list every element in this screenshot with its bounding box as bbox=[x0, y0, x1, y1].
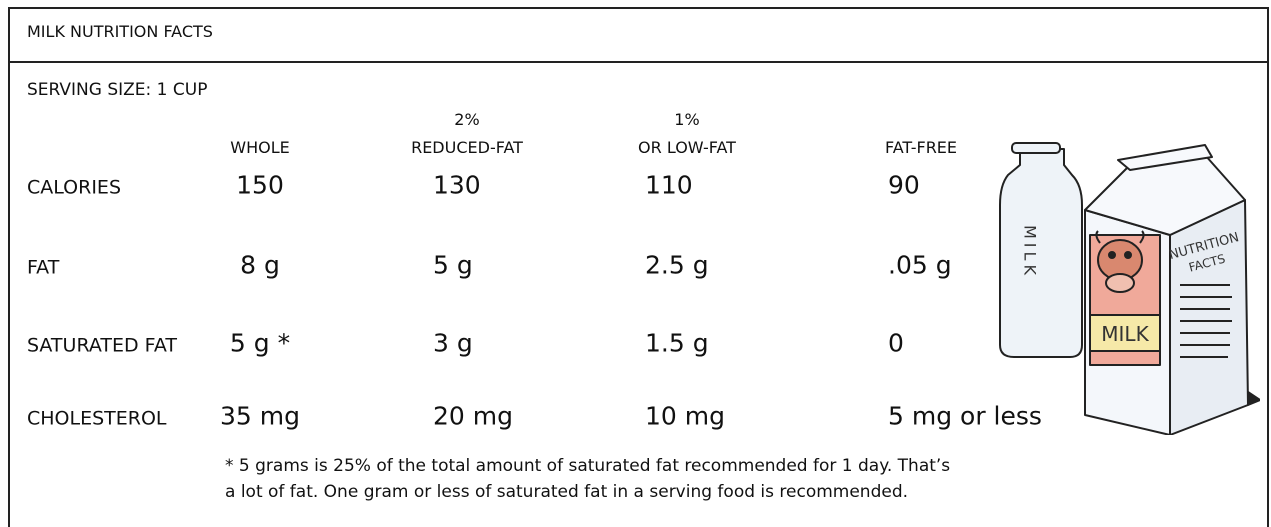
column-header: 1% bbox=[674, 112, 699, 128]
row-label: FAT bbox=[27, 259, 59, 278]
footnote-line: a lot of fat. One gram or less of satura… bbox=[225, 484, 908, 501]
header-rule bbox=[8, 61, 1269, 63]
serving-size: SERVING SIZE: 1 CUP bbox=[27, 82, 207, 99]
cell-value: 2.5 g bbox=[645, 253, 709, 278]
carton-label: MILK bbox=[1101, 322, 1149, 346]
row-label: CHOLESTEROL bbox=[27, 410, 167, 429]
cell-value: .05 g bbox=[888, 253, 952, 278]
cell-value: 150 bbox=[236, 173, 284, 198]
cell-value: 8 g bbox=[240, 253, 280, 278]
column-header: WHOLE bbox=[230, 140, 289, 156]
cell-value: 90 bbox=[888, 173, 920, 198]
footnote-line: * 5 grams is 25% of the total amount of … bbox=[225, 458, 950, 475]
table-title: MILK NUTRITION FACTS bbox=[27, 24, 213, 40]
column-header: OR LOW-FAT bbox=[638, 140, 736, 156]
column-header: 2% bbox=[454, 112, 479, 128]
cell-value: 5 g * bbox=[230, 331, 290, 356]
cell-value: 20 mg bbox=[433, 404, 513, 429]
cell-value: 3 g bbox=[433, 331, 473, 356]
column-header: FAT-FREE bbox=[885, 140, 957, 156]
column-header: REDUCED-FAT bbox=[411, 140, 523, 156]
cell-value: 1.5 g bbox=[645, 331, 709, 356]
cell-value: 35 mg bbox=[220, 404, 300, 429]
cell-value: 10 mg bbox=[645, 404, 725, 429]
bottle-text: MILK bbox=[1021, 225, 1040, 279]
row-label: CALORIES bbox=[27, 179, 121, 198]
page: {"header": {"title": "MILK NUTRITION FAC… bbox=[0, 0, 1271, 516]
cell-value: 0 bbox=[888, 331, 904, 356]
row-label: SATURATED FAT bbox=[27, 337, 177, 356]
cell-value: 5 g bbox=[433, 253, 473, 278]
milk-illustration: MILK MILK NUTRITION FACTS bbox=[990, 115, 1260, 435]
cell-value: 130 bbox=[433, 173, 481, 198]
cell-value: 110 bbox=[645, 173, 693, 198]
